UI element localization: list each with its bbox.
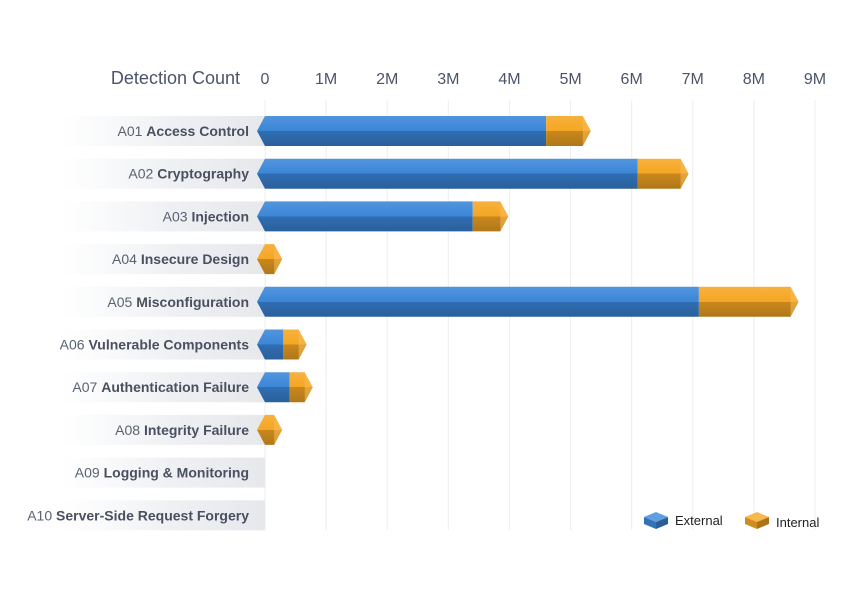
category-label: A08 Integrity Failure [115,422,249,438]
category-labels: A01 Access Control A02 Cryptography A03 In… [27,123,249,523]
legend-label-internal: Internal [776,515,819,530]
bar-end-cap [274,244,283,275]
bar-external-a02 [257,158,638,189]
bar-internal-a02 [637,158,689,189]
bar-end-cap [500,201,509,232]
bar-internal-a05 [698,286,799,317]
x-tick-label: 9M [804,71,826,88]
row-background [60,500,265,531]
legend-swatch-side [656,517,668,529]
bar-external-a05 [257,286,699,317]
bar-external-a03 [257,201,473,232]
x-tick-label: 1M [315,71,337,88]
x-tick-label: 2M [376,71,398,88]
row-background [60,158,265,189]
row-background [60,414,265,445]
category-label: A04 Insecure Design [112,251,249,267]
category-label: A03 Injection [163,208,249,224]
bar-internal-a01 [546,116,591,146]
row-background [60,372,265,403]
bar-internal-a03 [472,201,509,232]
category-label: A05 Misconfiguration [107,294,249,310]
x-tick-label: 8M [743,71,765,88]
legend-swatch-side [757,517,769,529]
row-background [60,244,265,275]
category-label: A06 Vulnerable Components [60,337,250,353]
row-background [60,116,265,146]
x-tick-label: 7M [682,71,704,88]
row-backgrounds [60,116,265,531]
category-label: A01 Access Control [117,123,249,139]
row-background [60,201,265,232]
bar-end-cap [582,116,591,146]
axis-title: Detection Count [111,68,240,88]
bar-external-a01 [257,116,547,146]
row-background [60,457,265,488]
bar-end-cap [274,414,283,445]
bars [257,116,799,445]
x-tick-label: 4M [498,71,520,88]
category-label: A10 Server-Side Request Forgery [27,507,249,523]
bar-end-cap [790,286,799,317]
x-tick-label: 0 [261,71,270,88]
bar-end-cap [680,158,689,189]
category-label: A09 Logging & Monitoring [75,465,249,481]
x-axis-ticks: 0 1M 2M 3M 4M 5M 6M 7M 8M 9M [261,71,827,88]
category-label: A02 Cryptography [128,166,249,182]
legend: External Internal [644,512,819,530]
bar-end-cap [298,329,307,360]
legend-swatch-side [644,517,656,529]
row-background [60,329,265,360]
x-tick-label: 3M [437,71,459,88]
x-tick-label: 6M [621,71,643,88]
legend-label-external: External [675,513,723,528]
bar-end-cap [304,372,313,403]
row-background [60,286,265,317]
category-label: A07 Authentication Failure [72,379,249,395]
bar-external-a06 [257,329,284,360]
x-tick-label: 5M [559,71,581,88]
bar-external-a07 [257,372,290,403]
legend-swatch-side [745,517,757,529]
